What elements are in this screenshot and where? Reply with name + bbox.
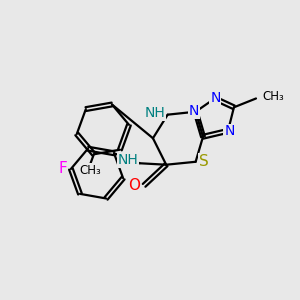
Text: CH₃: CH₃	[79, 164, 101, 177]
Text: S: S	[199, 154, 209, 169]
Text: N: N	[210, 91, 220, 105]
Text: NH: NH	[145, 106, 165, 120]
Text: F: F	[58, 161, 68, 176]
Text: N: N	[224, 124, 235, 138]
Text: NH: NH	[118, 153, 138, 167]
Text: N: N	[189, 104, 200, 118]
Text: O: O	[128, 178, 140, 193]
Text: CH₃: CH₃	[262, 91, 284, 103]
